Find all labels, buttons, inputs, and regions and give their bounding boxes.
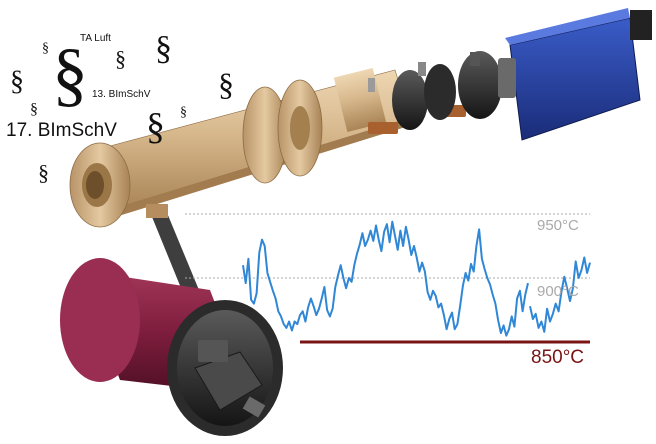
paragraph-symbol: § — [180, 105, 187, 120]
temperature-series-line — [529, 256, 591, 333]
ref-label-850: 850°C — [531, 347, 585, 368]
paragraph-symbol: § — [38, 160, 49, 185]
label-17-bimschv: 17. BImSchV — [6, 120, 117, 141]
paragraph-symbol: § — [115, 46, 126, 71]
paragraph-symbol: § — [155, 30, 172, 67]
temperature-series-line — [242, 220, 529, 337]
rear-fittings — [333, 51, 502, 134]
paragraph-symbol: § — [30, 101, 38, 118]
paragraph-symbol: § — [10, 66, 24, 97]
ref-label-950: 950°C — [537, 217, 579, 234]
paragraph-symbol: § — [218, 66, 234, 102]
burner-drum — [60, 258, 283, 436]
front-flange — [69, 142, 131, 228]
paragraph-symbol: § — [52, 34, 88, 114]
middle-flanges — [242, 79, 323, 184]
ref-label-900: 900°C — [537, 283, 579, 300]
label-ta-luft: TA Luft — [80, 33, 111, 44]
paragraph-symbol: § — [146, 106, 165, 148]
analyzer-box — [498, 8, 652, 141]
paragraph-symbol: § — [42, 41, 49, 56]
label-13-bimschv: 13. BImSchV — [92, 89, 151, 100]
